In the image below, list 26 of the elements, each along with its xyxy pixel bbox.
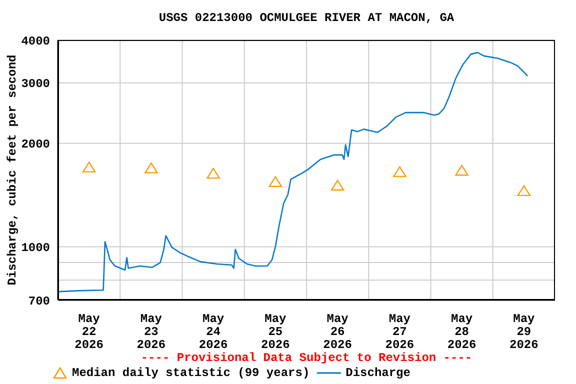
x-tick-label: May 24 2026: [198, 312, 228, 352]
point: [144, 162, 158, 174]
chart-title: USGS 02213000 OCMULGEE RIVER AT MACON, GA: [158, 11, 456, 25]
point: [455, 164, 468, 176]
x-tick-label: May 23 2026: [136, 312, 166, 352]
point: [517, 185, 531, 196]
y-tick-label: 3000: [21, 77, 50, 92]
x-tick-label: May 27 2026: [385, 312, 414, 352]
x-tick-label: May 28 2026: [447, 312, 476, 352]
point: [393, 166, 406, 178]
x-tick-label: May 25 2026: [261, 312, 290, 352]
x-tick-label: May 26 2026: [323, 312, 352, 352]
x-tick-label: May 29 2026: [510, 312, 538, 352]
x-tick-label: May 22 2026: [74, 312, 104, 352]
legend-label: Median daily statistic (99 years): [72, 366, 310, 380]
point: [330, 180, 344, 191]
y-tick-label: 1000: [21, 241, 50, 256]
y-axis-title: Discharge, cubic feet per second: [5, 54, 20, 286]
legend-label: Discharge: [346, 366, 410, 380]
point: [82, 162, 96, 172]
y-tick-label: 700: [28, 294, 50, 308]
point: [206, 168, 220, 179]
point: [268, 176, 282, 188]
y-tick-label: 4000: [21, 34, 50, 48]
text: ---- Provisional Data Subject to Revision ----: [140, 351, 474, 365]
y-tick-label: 2000: [21, 138, 50, 152]
